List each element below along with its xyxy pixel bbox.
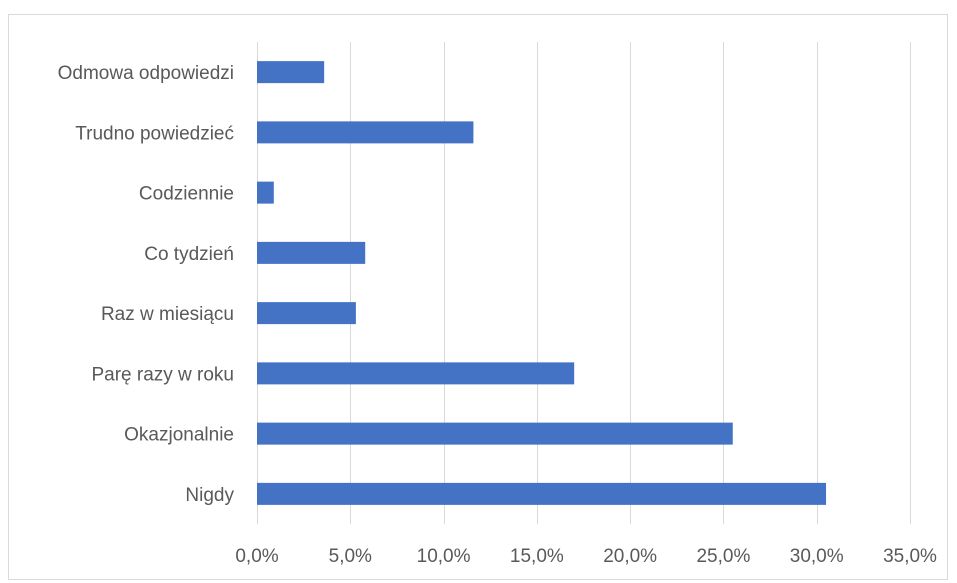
- bar: [257, 422, 733, 445]
- x-tick-label: 20,0%: [603, 546, 657, 567]
- category-label: Odmowa odpowiedzi: [58, 63, 234, 84]
- category-label: Okazjonalnie: [124, 425, 234, 446]
- category-label: Parę razy w roku: [91, 364, 234, 385]
- x-tick-label: 5,0%: [329, 546, 372, 567]
- bars: [257, 61, 827, 505]
- grid-lines: [257, 42, 911, 524]
- bar: [257, 362, 575, 385]
- bar: [257, 482, 827, 505]
- category-label: Nigdy: [185, 485, 234, 506]
- category-label: Co tydzień: [144, 244, 234, 265]
- category-label: Codziennie: [139, 184, 234, 205]
- bar: [257, 181, 274, 204]
- x-tick-label: 35,0%: [883, 546, 937, 567]
- category-labels: Odmowa odpowiedzi Trudno powiedzieć Codzie…: [58, 63, 235, 506]
- x-axis-tick-labels: 0,0% 5,0% 10,0% 15,0% 20,0% 25,0% 30,0% 35,0%: [235, 546, 937, 567]
- bar: [257, 241, 366, 264]
- x-tick-label: 15,0%: [510, 546, 564, 567]
- bar: [257, 121, 474, 144]
- x-tick-label: 30,0%: [790, 546, 844, 567]
- bar: [257, 302, 356, 325]
- x-tick-label: 0,0%: [235, 546, 278, 567]
- category-label: Trudno powiedzieć: [75, 123, 234, 144]
- x-tick-label: 10,0%: [417, 546, 471, 567]
- category-label: Raz w miesiącu: [101, 304, 234, 325]
- x-tick-label: 25,0%: [696, 546, 750, 567]
- bar: [257, 61, 325, 84]
